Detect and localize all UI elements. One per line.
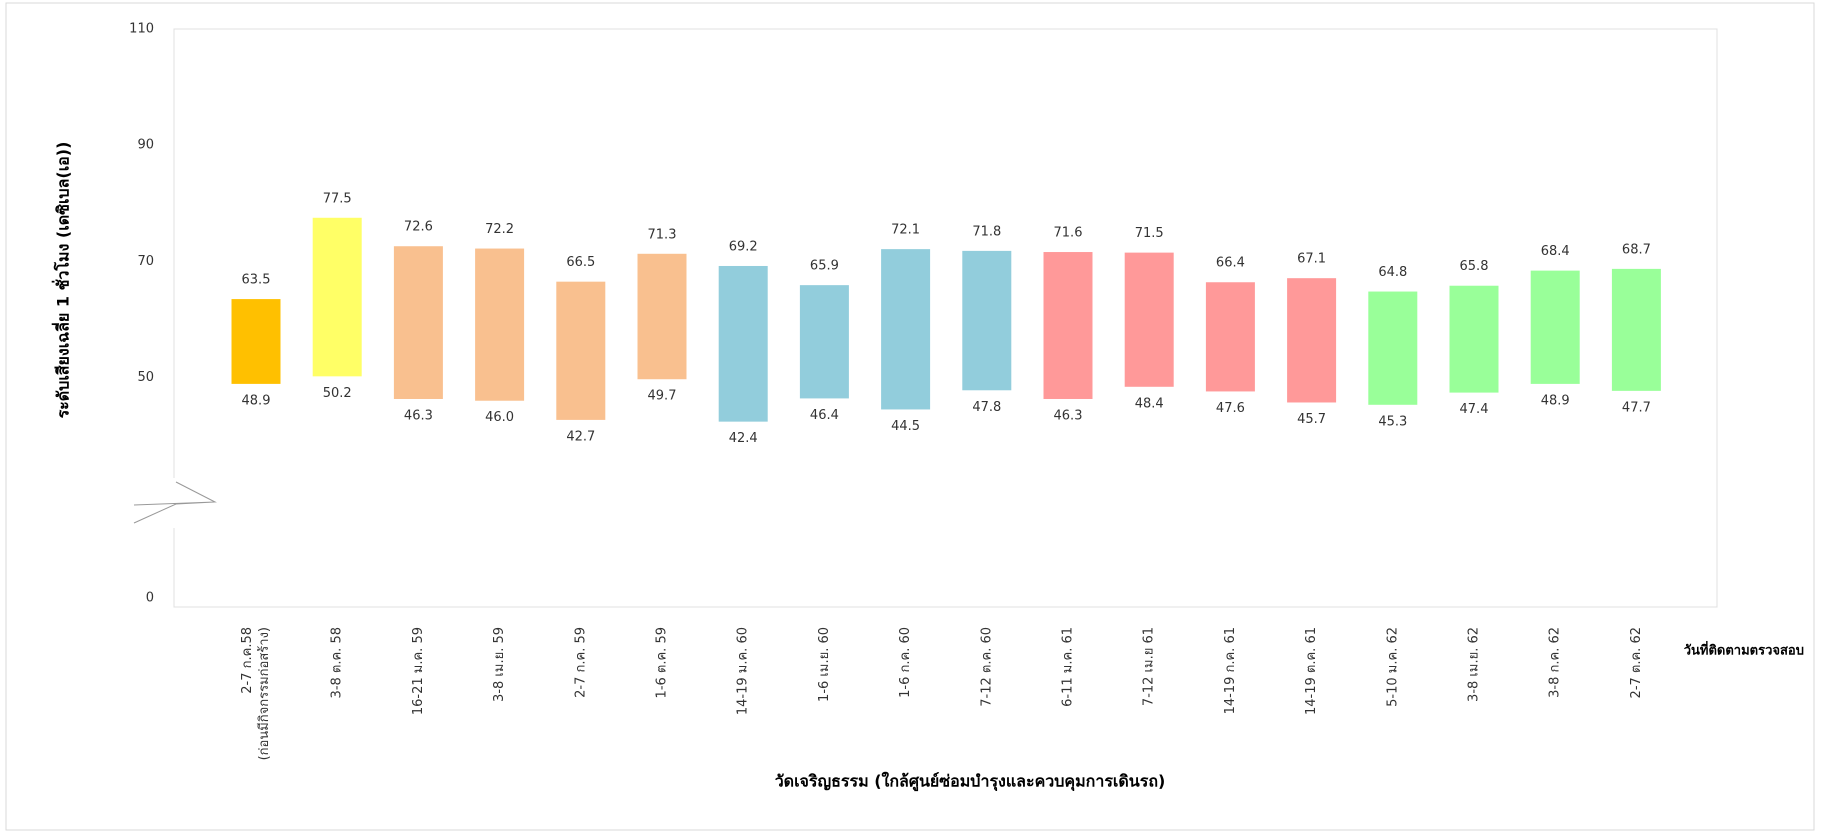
high-label: 67.1 [1297,252,1326,267]
x-tick-label: 2-7 ก.ค. 59 [573,627,588,698]
low-label: 46.3 [1054,408,1083,423]
x-tick-label: 7-12 เม.ย 61 [1142,627,1157,706]
range-bar [799,285,849,399]
high-label: 72.1 [891,223,920,238]
x-axis-label: วัดเจริญธรรม (ใกล้ศูนย์ซ่อมบำรุงและควบคุ… [775,772,1166,793]
low-label: 49.7 [648,389,677,404]
low-label: 50.2 [323,386,352,401]
high-label: 71.8 [972,224,1001,239]
high-label: 72.6 [404,220,433,235]
x-tick-label: 1-6 ต.ค. 59 [655,627,670,698]
high-label: 68.7 [1622,242,1651,257]
high-label: 72.2 [485,222,514,237]
high-label: 77.5 [323,191,352,206]
x-tick-label: 3-8 ก.ค. 62 [1548,627,1563,698]
x-tick-label: 3-8 เม.ย. 62 [1467,627,1482,702]
range-bar [1043,252,1093,399]
x-tick-label: 16-21 ม.ค. 59 [411,627,426,715]
range-bar [1368,291,1418,405]
x-tick-label: 1-6 เม.ย. 60 [817,627,832,702]
x-tick-label: 2-7 ก.ค.58 [240,627,255,694]
x-tick-label: 3-8 เม.ย. 59 [492,627,507,702]
high-label: 71.6 [1054,226,1083,241]
high-label: 69.2 [729,239,758,254]
high-label: 71.5 [1135,226,1164,241]
range-bar [556,281,606,420]
x-axis-note: วันที่ติดตามตรวจสอบ [1684,641,1804,659]
low-label: 45.3 [1378,414,1407,429]
x-tick-label: 14-19 ต.ค. 61 [1304,627,1319,715]
range-bar [393,246,443,399]
low-label: 45.7 [1297,412,1326,427]
low-label: 46.4 [810,408,839,423]
range-bar [231,299,281,384]
x-tick-label: 6-11 ม.ค. 61 [1061,627,1076,707]
low-label: 46.0 [485,410,514,425]
high-label: 63.5 [242,273,271,288]
chart-frame [5,2,1815,831]
high-label: 68.4 [1541,244,1570,259]
low-label: 48.9 [242,393,271,408]
x-tick-label: 2-7 ต.ค. 62 [1629,627,1644,698]
high-label: 65.9 [810,259,839,274]
y-tick-label: 0 [146,591,154,606]
low-label: 47.6 [1216,401,1245,416]
low-label: 47.8 [972,400,1001,415]
y-tick-label: 90 [137,138,154,153]
range-bar [1205,282,1255,392]
y-tick-label: 110 [129,22,154,37]
range-bar [637,253,687,380]
high-label: 65.8 [1460,259,1489,274]
low-label: 48.4 [1135,396,1164,411]
low-label: 47.7 [1622,400,1651,415]
low-label: 48.9 [1541,393,1570,408]
y-tick-label: 50 [137,370,154,385]
x-tick-label: 3-8 ต.ค. 58 [330,627,345,698]
range-bar [718,265,768,422]
y-axis-label: ระดับเสียงเฉลี่ย 1 ชั่วโมง (เดซิเบล(เอ)) [52,142,73,419]
high-label: 66.4 [1216,256,1245,271]
axis-break [133,481,217,524]
range-bar [1530,270,1580,384]
low-label: 46.3 [404,408,433,423]
x-tick-label: 7-12 ต.ค. 60 [979,627,994,707]
high-label: 64.8 [1378,265,1407,280]
high-label: 66.5 [566,255,595,270]
x-tick-label: 5-10 ม.ค. 62 [1385,627,1400,707]
low-label: 44.5 [891,419,920,434]
x-tick-label: (ก่อนมีกิจกรรมก่อสร้าง) [256,627,272,760]
x-tick-label: 14-19 ก.ค. 61 [1223,627,1238,714]
y-tick-label: 70 [137,254,154,269]
low-label: 47.4 [1460,402,1489,417]
range-bar [1611,268,1661,391]
range-bar [1124,252,1174,387]
range-bar [1449,285,1499,393]
range-bar [881,249,931,410]
range-bar [475,248,525,401]
x-tick-label: 1-6 ก.ค. 60 [898,627,913,698]
range-bar [962,250,1012,391]
high-label: 71.3 [648,227,677,242]
low-label: 42.7 [566,429,595,444]
range-bar [312,217,362,377]
low-label: 42.4 [729,431,758,446]
x-tick-label: 14-19 ม.ค. 60 [736,627,751,715]
plot-frame [173,28,1718,608]
range-bar [1287,278,1337,403]
